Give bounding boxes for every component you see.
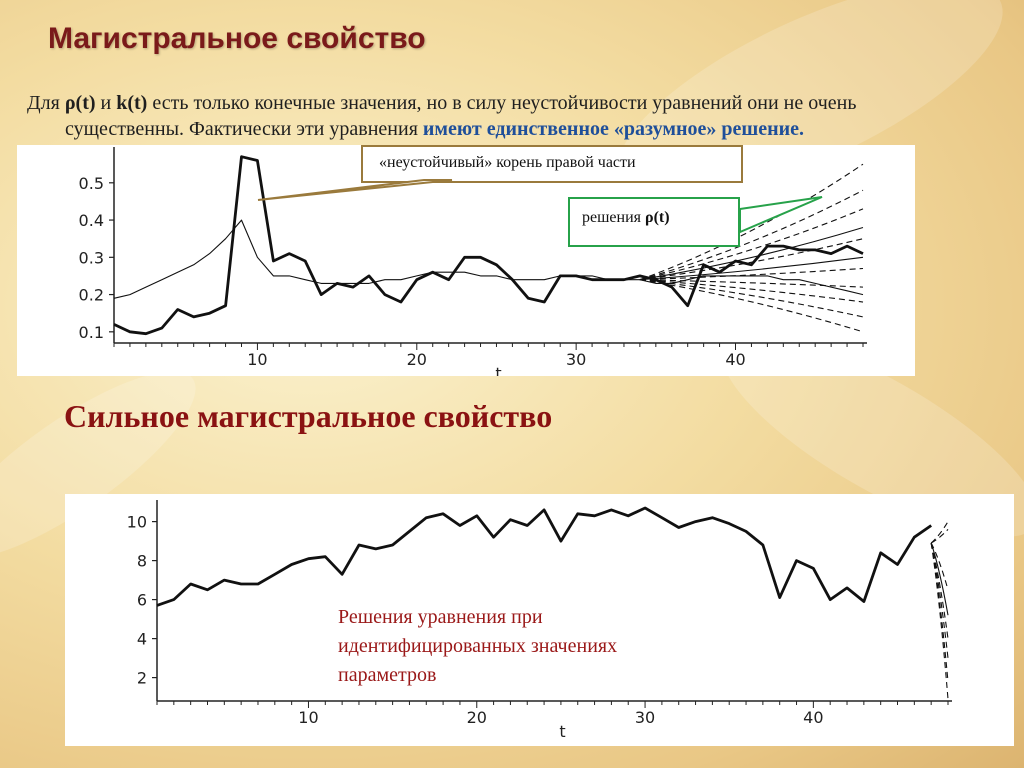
x-tick-label: 10 bbox=[247, 350, 267, 369]
y-tick-label: 6 bbox=[137, 591, 147, 610]
solution-fan-line bbox=[639, 238, 864, 281]
solution-fan-line bbox=[930, 521, 949, 544]
y-tick-label: 10 bbox=[127, 513, 147, 532]
rho-symbol: ρ(t) bbox=[64, 92, 96, 114]
k-symbol: k(t) bbox=[116, 92, 148, 114]
solution-fan-line bbox=[639, 267, 864, 281]
callout-solutions-text: решения bbox=[582, 209, 646, 226]
intro-line-2: существенны. Фактически эти уравнения им… bbox=[28, 116, 988, 142]
chart2-note: Решения уравнения при идентифицированных… bbox=[338, 603, 718, 690]
x-tick-label: 30 bbox=[566, 350, 586, 369]
y-tick-label: 4 bbox=[137, 630, 147, 649]
solution-fan-line bbox=[639, 226, 864, 281]
intro-text: Для bbox=[27, 92, 65, 114]
solution-fan-line bbox=[639, 208, 864, 281]
callout-unstable-text: «неустойчивый» корень правой части bbox=[379, 154, 636, 171]
y-tick-label: 0.5 bbox=[79, 174, 104, 193]
solution-fan-line bbox=[930, 542, 949, 700]
chart-strong-turnpike: 2 4 6 8 10 10 20 30 40 t bbox=[127, 500, 952, 741]
series-line-secondary bbox=[113, 219, 864, 299]
intro-text: и bbox=[95, 92, 117, 114]
callout-rho-solutions: решения ρ(t) bbox=[568, 197, 740, 247]
solution-fan-line bbox=[639, 279, 864, 333]
solution-fan-line bbox=[639, 279, 864, 303]
y-tick-label: 0.3 bbox=[79, 248, 104, 267]
chart-panel-rho: 0.1 0.2 0.3 0.4 0.5 10 20 30 40 t bbox=[17, 145, 915, 376]
intro-paragraph: Для ρ(t) и k(t) есть только конечные зна… bbox=[27, 90, 988, 142]
chart-rho-solutions: 0.1 0.2 0.3 0.4 0.5 10 20 30 40 t bbox=[79, 147, 867, 376]
intro-highlight: имеют единственное «разумное» решение. bbox=[422, 118, 805, 140]
x-tick-label: 20 bbox=[407, 350, 427, 369]
series-line-main bbox=[113, 155, 864, 336]
solution-fan-line bbox=[639, 256, 864, 281]
x-axis-label: t bbox=[559, 722, 565, 741]
x-tick-label: 40 bbox=[725, 350, 745, 369]
solution-fan-line bbox=[639, 279, 864, 318]
callout-rho-symbol: ρ(t) bbox=[645, 209, 670, 226]
y-tick-label: 0.4 bbox=[79, 211, 104, 230]
callout-unstable-root: «неустойчивый» корень правой части bbox=[361, 145, 743, 183]
slide-title: Магистральное свойство bbox=[48, 22, 426, 55]
x-tick-label: 40 bbox=[803, 708, 823, 727]
x-tick-label: 10 bbox=[298, 708, 318, 727]
solution-fan-line bbox=[930, 529, 949, 544]
series-line-main bbox=[156, 506, 932, 607]
solution-fan-line bbox=[639, 279, 864, 288]
x-tick-label: 20 bbox=[467, 708, 487, 727]
solution-fan-line bbox=[930, 542, 949, 639]
intro-text: существенны. Фактически эти уравнения bbox=[65, 118, 423, 140]
x-tick-label: 30 bbox=[635, 708, 655, 727]
subtitle: Сильное магистральное свойство bbox=[64, 398, 553, 434]
y-tick-label: 8 bbox=[137, 552, 147, 571]
intro-text: есть только конечные значения, но в силу… bbox=[147, 92, 857, 114]
solution-fan-line bbox=[930, 542, 949, 659]
y-tick-label: 0.2 bbox=[79, 286, 104, 305]
y-tick-label: 2 bbox=[137, 669, 147, 688]
y-tick-label: 0.1 bbox=[79, 323, 104, 342]
x-axis-label: t bbox=[495, 364, 501, 376]
